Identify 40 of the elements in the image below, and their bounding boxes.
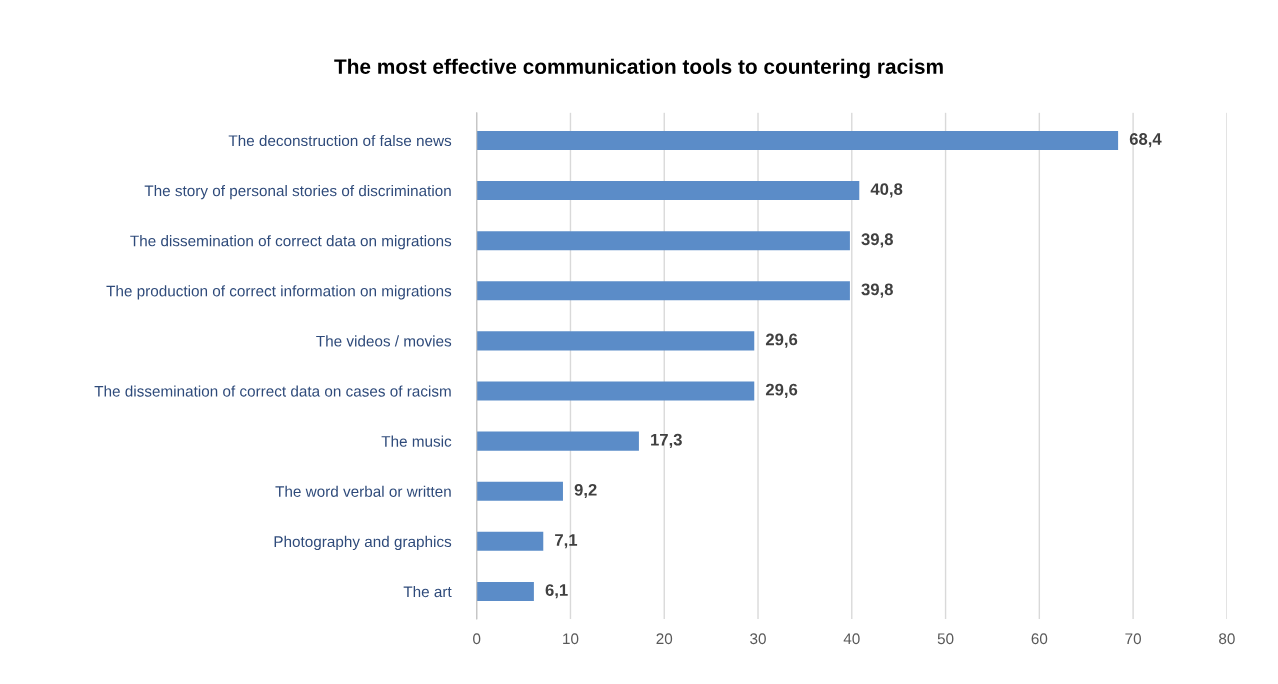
bar [476,231,850,251]
bar [476,581,534,601]
x-tick-label: 70 [1125,633,1142,645]
bar [476,331,755,351]
bar [476,531,544,551]
bar [476,181,860,201]
bar [476,431,639,451]
bar [476,381,755,401]
data-label: 17,3 [651,433,682,448]
data-label: 7,1 [555,534,578,549]
x-tick-label: 80 [1219,633,1235,645]
y-tick-label: The word verbal or written [275,485,451,497]
x-tick-label: 30 [750,633,766,645]
bar [476,130,1119,150]
y-tick-label: The dissemination of correct data on migrations [130,235,452,250]
chart-title: The most effective communication tools to countering racism [334,58,943,79]
y-tick-label: Photography and graphics [274,535,452,551]
y-tick-label: The music [381,435,452,447]
y-tick-label: The production of correct information on migrations [106,285,452,300]
bar [476,481,563,501]
x-tick-label: 50 [937,633,954,645]
x-tick-label: 10 [563,633,579,645]
bar [476,281,850,301]
x-tick-label: 40 [843,633,860,645]
data-label: 40,8 [870,183,903,198]
y-tick-label: The story of personal stories of discrimination [144,185,451,200]
y-tick-label: The dissemination of correct data on cases of racism [94,385,451,397]
y-tick-label: The deconstruction of false news [228,134,452,147]
data-label: 6,1 [545,584,568,599]
y-tick-label: The art [403,585,452,598]
x-tick-label: 0 [473,633,481,645]
data-label: 39,8 [861,233,893,248]
y-tick-label: The videos / movies [316,335,452,347]
data-label: 29,6 [765,383,798,398]
x-tick-label: 20 [656,633,673,645]
data-label: 29,6 [765,333,798,348]
data-label: 9,2 [574,483,597,499]
x-tick-label: 60 [1031,633,1048,645]
data-label: 39,8 [861,283,893,298]
data-label: 68,4 [1129,133,1162,148]
